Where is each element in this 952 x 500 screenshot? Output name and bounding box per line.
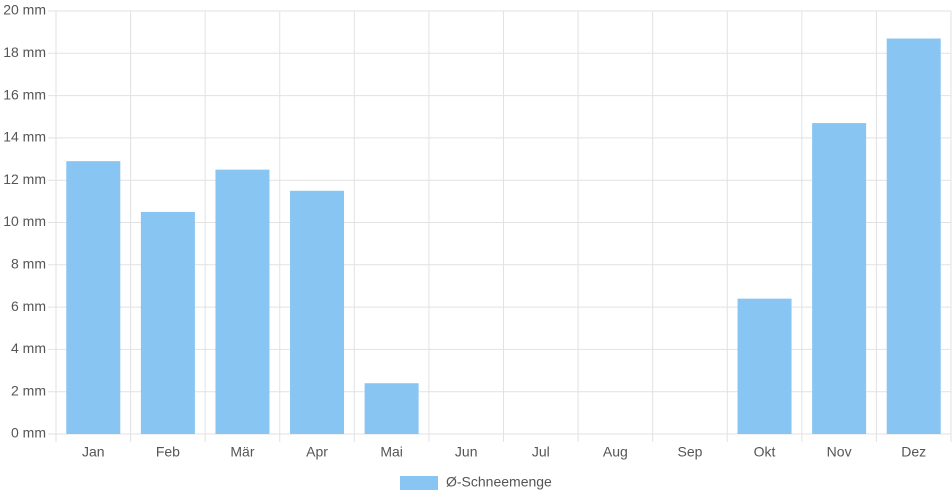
x-tick-label: Okt xyxy=(754,444,776,460)
x-tick-label: Sep xyxy=(677,444,702,460)
y-tick-label: 12 mm xyxy=(3,171,46,187)
x-tick-label: Mai xyxy=(380,444,403,460)
x-tick-label: Jun xyxy=(455,444,478,460)
bar xyxy=(364,383,419,434)
bar xyxy=(215,169,270,434)
y-tick-label: 14 mm xyxy=(3,129,46,145)
y-tick-label: 0 mm xyxy=(11,425,46,441)
y-tick-label: 2 mm xyxy=(11,382,46,398)
x-tick-label: Apr xyxy=(306,444,328,460)
y-tick-label: 6 mm xyxy=(11,298,46,314)
bar xyxy=(812,123,867,434)
x-tick-label: Jan xyxy=(82,444,105,460)
y-tick-label: 18 mm xyxy=(3,44,46,60)
y-tick-label: 10 mm xyxy=(3,213,46,229)
bar xyxy=(737,298,792,434)
x-tick-label: Feb xyxy=(156,444,180,460)
y-tick-label: 20 mm xyxy=(3,2,46,18)
x-tick-label: Nov xyxy=(827,444,852,460)
legend-swatch xyxy=(400,476,438,490)
x-tick-label: Aug xyxy=(603,444,628,460)
y-tick-label: 4 mm xyxy=(11,340,46,356)
y-tick-label: 16 mm xyxy=(3,86,46,102)
bar xyxy=(290,190,345,434)
x-tick-label: Mär xyxy=(230,444,254,460)
bar xyxy=(886,38,941,435)
bar xyxy=(140,211,195,434)
x-tick-label: Dez xyxy=(901,444,926,460)
legend-label: Ø-Schneemenge xyxy=(446,474,552,490)
x-tick-label: Jul xyxy=(532,444,550,460)
y-tick-label: 8 mm xyxy=(11,256,46,272)
bar xyxy=(66,161,121,435)
